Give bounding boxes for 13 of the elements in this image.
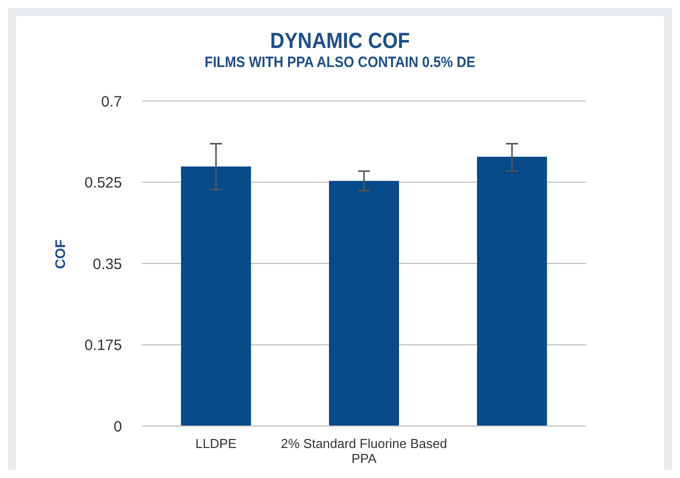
x-tick-label: 2% Standard Fluorine Based PPA	[280, 436, 448, 466]
chart-subtitle: FILMS WITH PPA ALSO CONTAIN 0.5% DE	[204, 54, 476, 71]
y-tick-label: 0	[114, 418, 122, 436]
y-axis-title: COF	[52, 239, 68, 269]
x-tick-label: LLDPE	[195, 436, 237, 451]
bar	[181, 166, 251, 426]
bar	[477, 156, 547, 426]
y-tick-label: 0.525	[84, 174, 122, 192]
y-tick-label: 0.35	[92, 256, 122, 273]
y-tick-label: 0.7	[101, 93, 122, 110]
chart-title: DYNAMIC COF	[269, 28, 411, 54]
y-tick-label: 0.175	[84, 337, 122, 354]
bar	[329, 180, 399, 426]
